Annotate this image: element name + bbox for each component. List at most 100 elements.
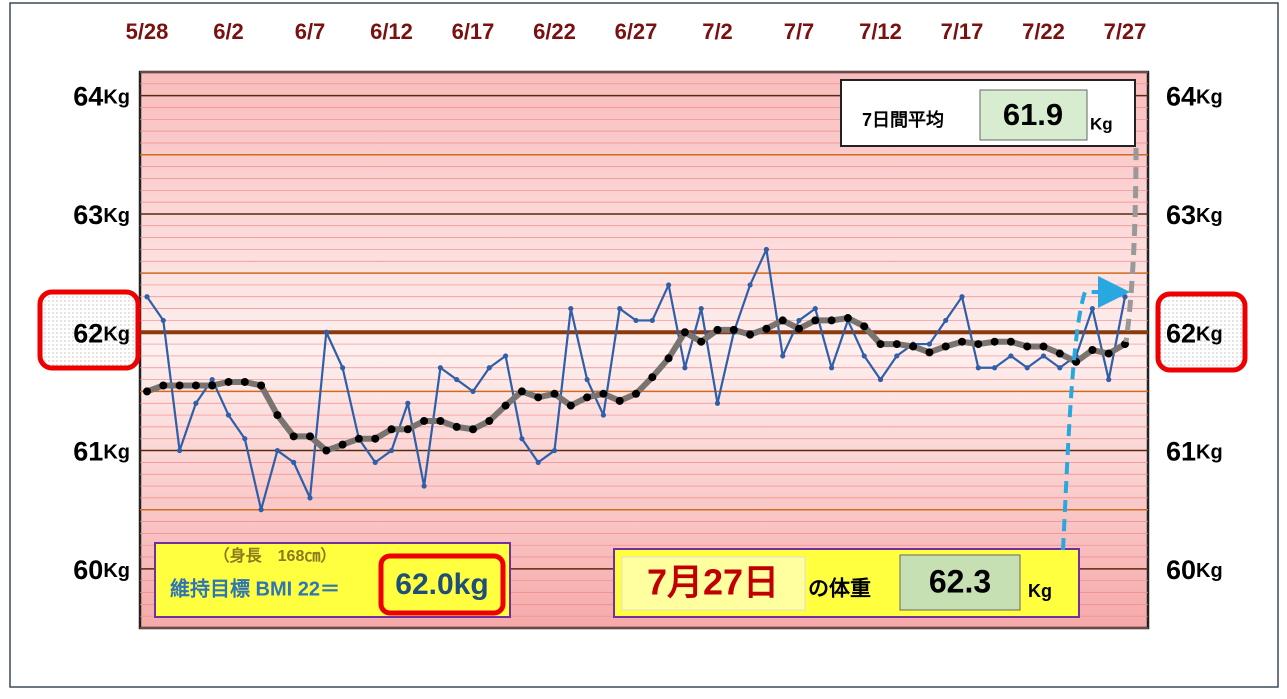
data-point	[664, 354, 673, 363]
data-point	[535, 459, 541, 465]
y-tick-value: 64	[1166, 82, 1196, 112]
data-point	[177, 447, 183, 454]
data-point	[876, 340, 885, 349]
y-tick-value: 62	[1166, 318, 1196, 348]
data-point	[452, 422, 461, 431]
data-point	[160, 317, 166, 324]
y-tick-label: 64Kg	[1166, 82, 1223, 112]
average-value: 61.9	[1003, 97, 1063, 132]
data-point	[583, 393, 592, 402]
x-tick-label: 7/2	[702, 19, 733, 44]
target-value: 62.0kg	[395, 568, 488, 601]
data-point	[307, 495, 313, 501]
data-point	[1088, 346, 1097, 354]
data-point	[388, 447, 395, 454]
y-tick-label: 61Kg	[1166, 437, 1223, 467]
data-point	[943, 317, 949, 324]
y-tick-label: 60Kg	[1166, 555, 1223, 585]
y-tick-value: 63	[73, 200, 103, 230]
data-point	[503, 353, 509, 359]
data-point	[861, 353, 867, 359]
y-tick-value: 61	[73, 437, 103, 467]
data-point	[1055, 349, 1064, 358]
data-point	[421, 483, 427, 489]
data-point	[420, 416, 429, 425]
data-point	[436, 416, 445, 425]
y-tick-label: 60Kg	[73, 555, 130, 585]
data-point	[193, 400, 199, 406]
x-tick-label: 7/12	[859, 19, 902, 44]
data-point	[811, 316, 820, 325]
y-tick-label: 61Kg	[73, 437, 130, 467]
data-point	[780, 353, 786, 359]
y-tick-label: 63Kg	[73, 200, 130, 230]
data-point	[387, 425, 396, 434]
y-tick-label: 63Kg	[1166, 200, 1223, 230]
data-point	[242, 436, 248, 442]
y-tick-unit: Kg	[1196, 324, 1223, 346]
y-tick-value: 63	[1166, 200, 1196, 230]
data-point	[827, 316, 836, 325]
y-tick-value: 61	[1166, 437, 1196, 467]
data-point	[454, 376, 460, 383]
x-tick-label: 6/12	[370, 19, 413, 44]
data-point	[941, 342, 950, 351]
x-tick-label: 6/27	[615, 19, 658, 44]
data-point	[729, 325, 738, 334]
data-point	[470, 388, 476, 395]
y-tick-unit: Kg	[103, 442, 130, 464]
data-point	[485, 416, 494, 425]
data-point	[697, 337, 706, 346]
data-point	[958, 337, 966, 346]
data-point	[208, 381, 217, 390]
data-point	[713, 325, 722, 334]
y-tick-unit: Kg	[103, 560, 130, 582]
data-point	[584, 376, 590, 383]
data-point	[829, 365, 835, 371]
data-point	[486, 365, 492, 371]
data-point	[1008, 353, 1014, 359]
data-point	[975, 365, 981, 371]
arrow	[1123, 147, 1139, 343]
y-tick-value: 64	[73, 82, 103, 112]
data-point	[338, 440, 347, 449]
x-tick-label: 7/22	[1022, 19, 1065, 44]
data-point	[843, 314, 852, 323]
data-point	[992, 365, 998, 371]
data-point	[501, 401, 510, 410]
target-value-box	[378, 553, 506, 616]
data-point	[372, 459, 378, 465]
y-tick-unit: Kg	[103, 324, 130, 346]
data-point	[159, 381, 168, 390]
data-point	[682, 365, 688, 371]
data-point	[437, 365, 443, 371]
data-point	[746, 330, 755, 339]
data-point	[680, 328, 689, 337]
data-point	[1106, 376, 1112, 383]
target-note: （身長 168㎝）	[214, 546, 337, 565]
data-point	[617, 305, 623, 312]
average-label: 7日間平均	[862, 109, 944, 130]
data-point	[1122, 294, 1128, 300]
data-point	[763, 246, 770, 253]
data-point	[959, 294, 965, 300]
x-tick-label: 6/2	[213, 19, 244, 44]
x-tick-label: 7/7	[784, 19, 815, 44]
data-point	[322, 446, 331, 455]
data-point	[632, 389, 640, 398]
data-point	[925, 348, 934, 357]
target-label: 維持目標 BMI 22＝	[170, 576, 340, 600]
data-point	[240, 377, 249, 386]
data-point	[633, 317, 639, 324]
data-point	[649, 317, 655, 324]
data-point	[175, 381, 184, 390]
data-point	[1104, 349, 1113, 358]
data-point	[274, 447, 280, 454]
data-point	[600, 412, 607, 418]
data-point	[698, 305, 704, 312]
data-point	[1039, 342, 1048, 351]
data-point	[469, 425, 477, 434]
data-point	[747, 282, 753, 288]
data-point	[209, 376, 215, 383]
data-point	[289, 432, 298, 441]
